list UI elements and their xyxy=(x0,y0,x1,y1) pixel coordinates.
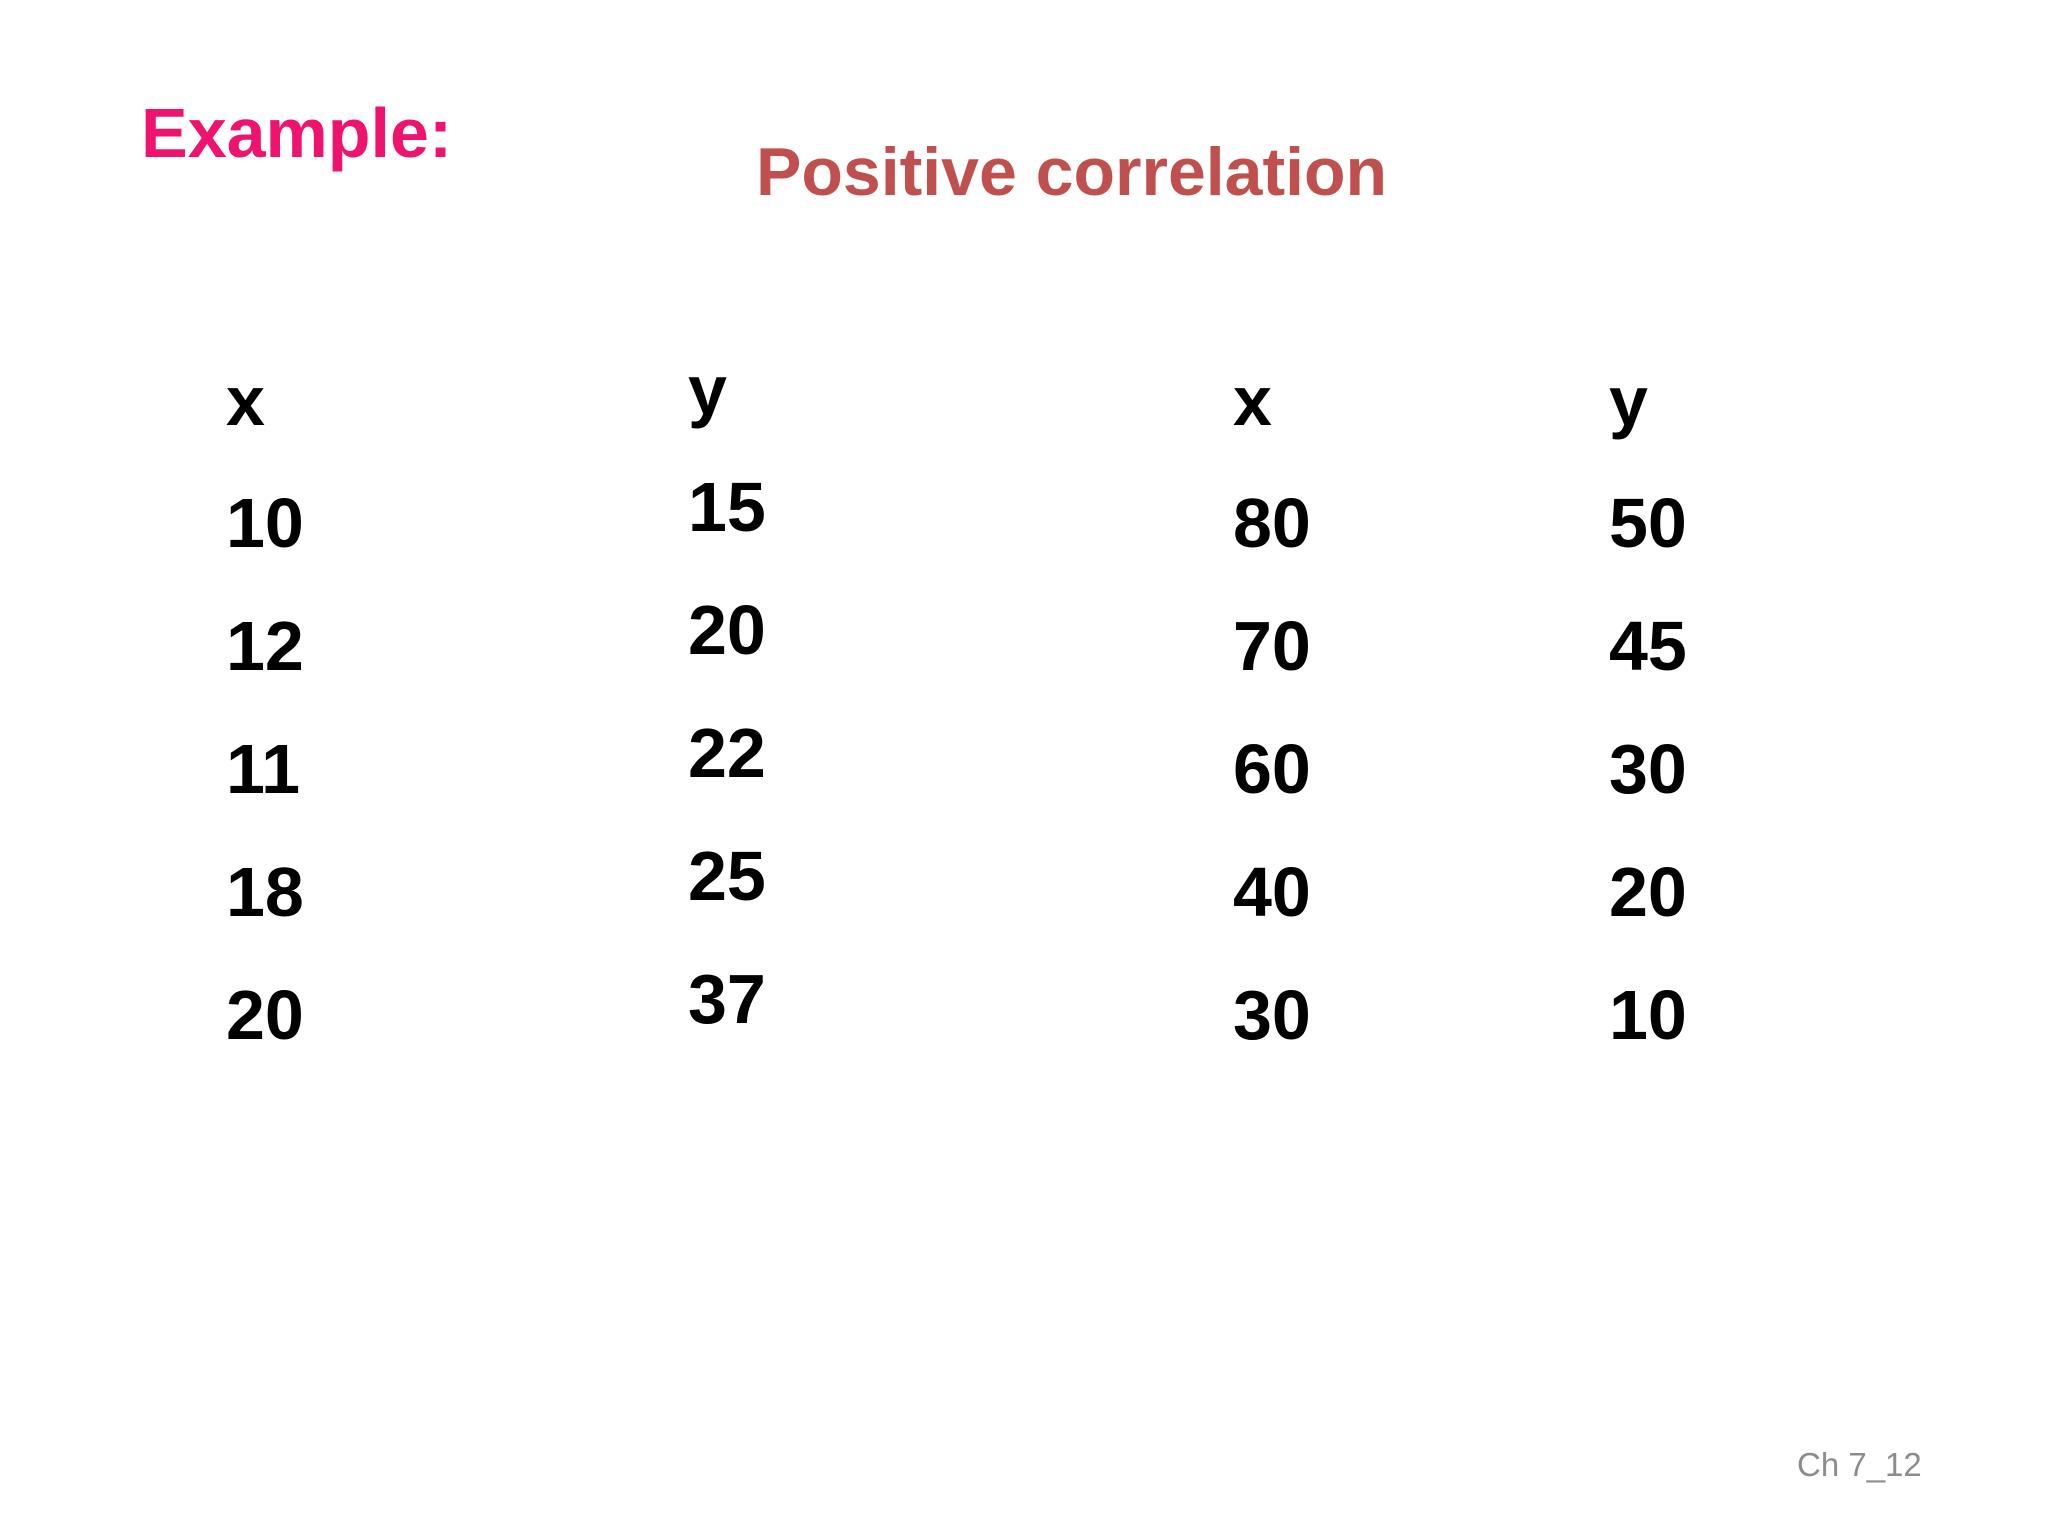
table-cell: 11 xyxy=(226,730,300,808)
column-header-x: x xyxy=(226,362,265,440)
table-cell: 30 xyxy=(1609,730,1687,808)
table-cell: 60 xyxy=(1233,730,1311,808)
table-cell: 20 xyxy=(1609,853,1687,931)
table-cell: 30 xyxy=(1233,976,1311,1054)
table-cell: 50 xyxy=(1609,484,1687,562)
example-label: Example: xyxy=(141,94,453,172)
column-header-y: y xyxy=(688,351,727,429)
table-cell: 37 xyxy=(688,960,766,1038)
table-cell: 18 xyxy=(226,853,304,931)
slide-number: Ch 7_12 xyxy=(1797,1446,1922,1483)
table-cell: 15 xyxy=(688,468,766,546)
table-cell: 10 xyxy=(1609,976,1687,1054)
table-cell: 80 xyxy=(1233,484,1311,562)
table-cell: 20 xyxy=(226,976,304,1054)
table-cell: 40 xyxy=(1233,853,1311,931)
column-header-x: x xyxy=(1233,362,1272,440)
table-cell: 10 xyxy=(226,484,304,562)
table-cell: 45 xyxy=(1609,607,1687,685)
table-cell: 25 xyxy=(688,837,766,915)
slide-title: Positive correlation xyxy=(756,134,1388,210)
table-cell: 70 xyxy=(1233,607,1311,685)
table-cell: 12 xyxy=(226,607,304,685)
table-cell: 20 xyxy=(688,591,766,669)
column-header-y: y xyxy=(1609,362,1648,440)
table-cell: 22 xyxy=(688,714,766,792)
